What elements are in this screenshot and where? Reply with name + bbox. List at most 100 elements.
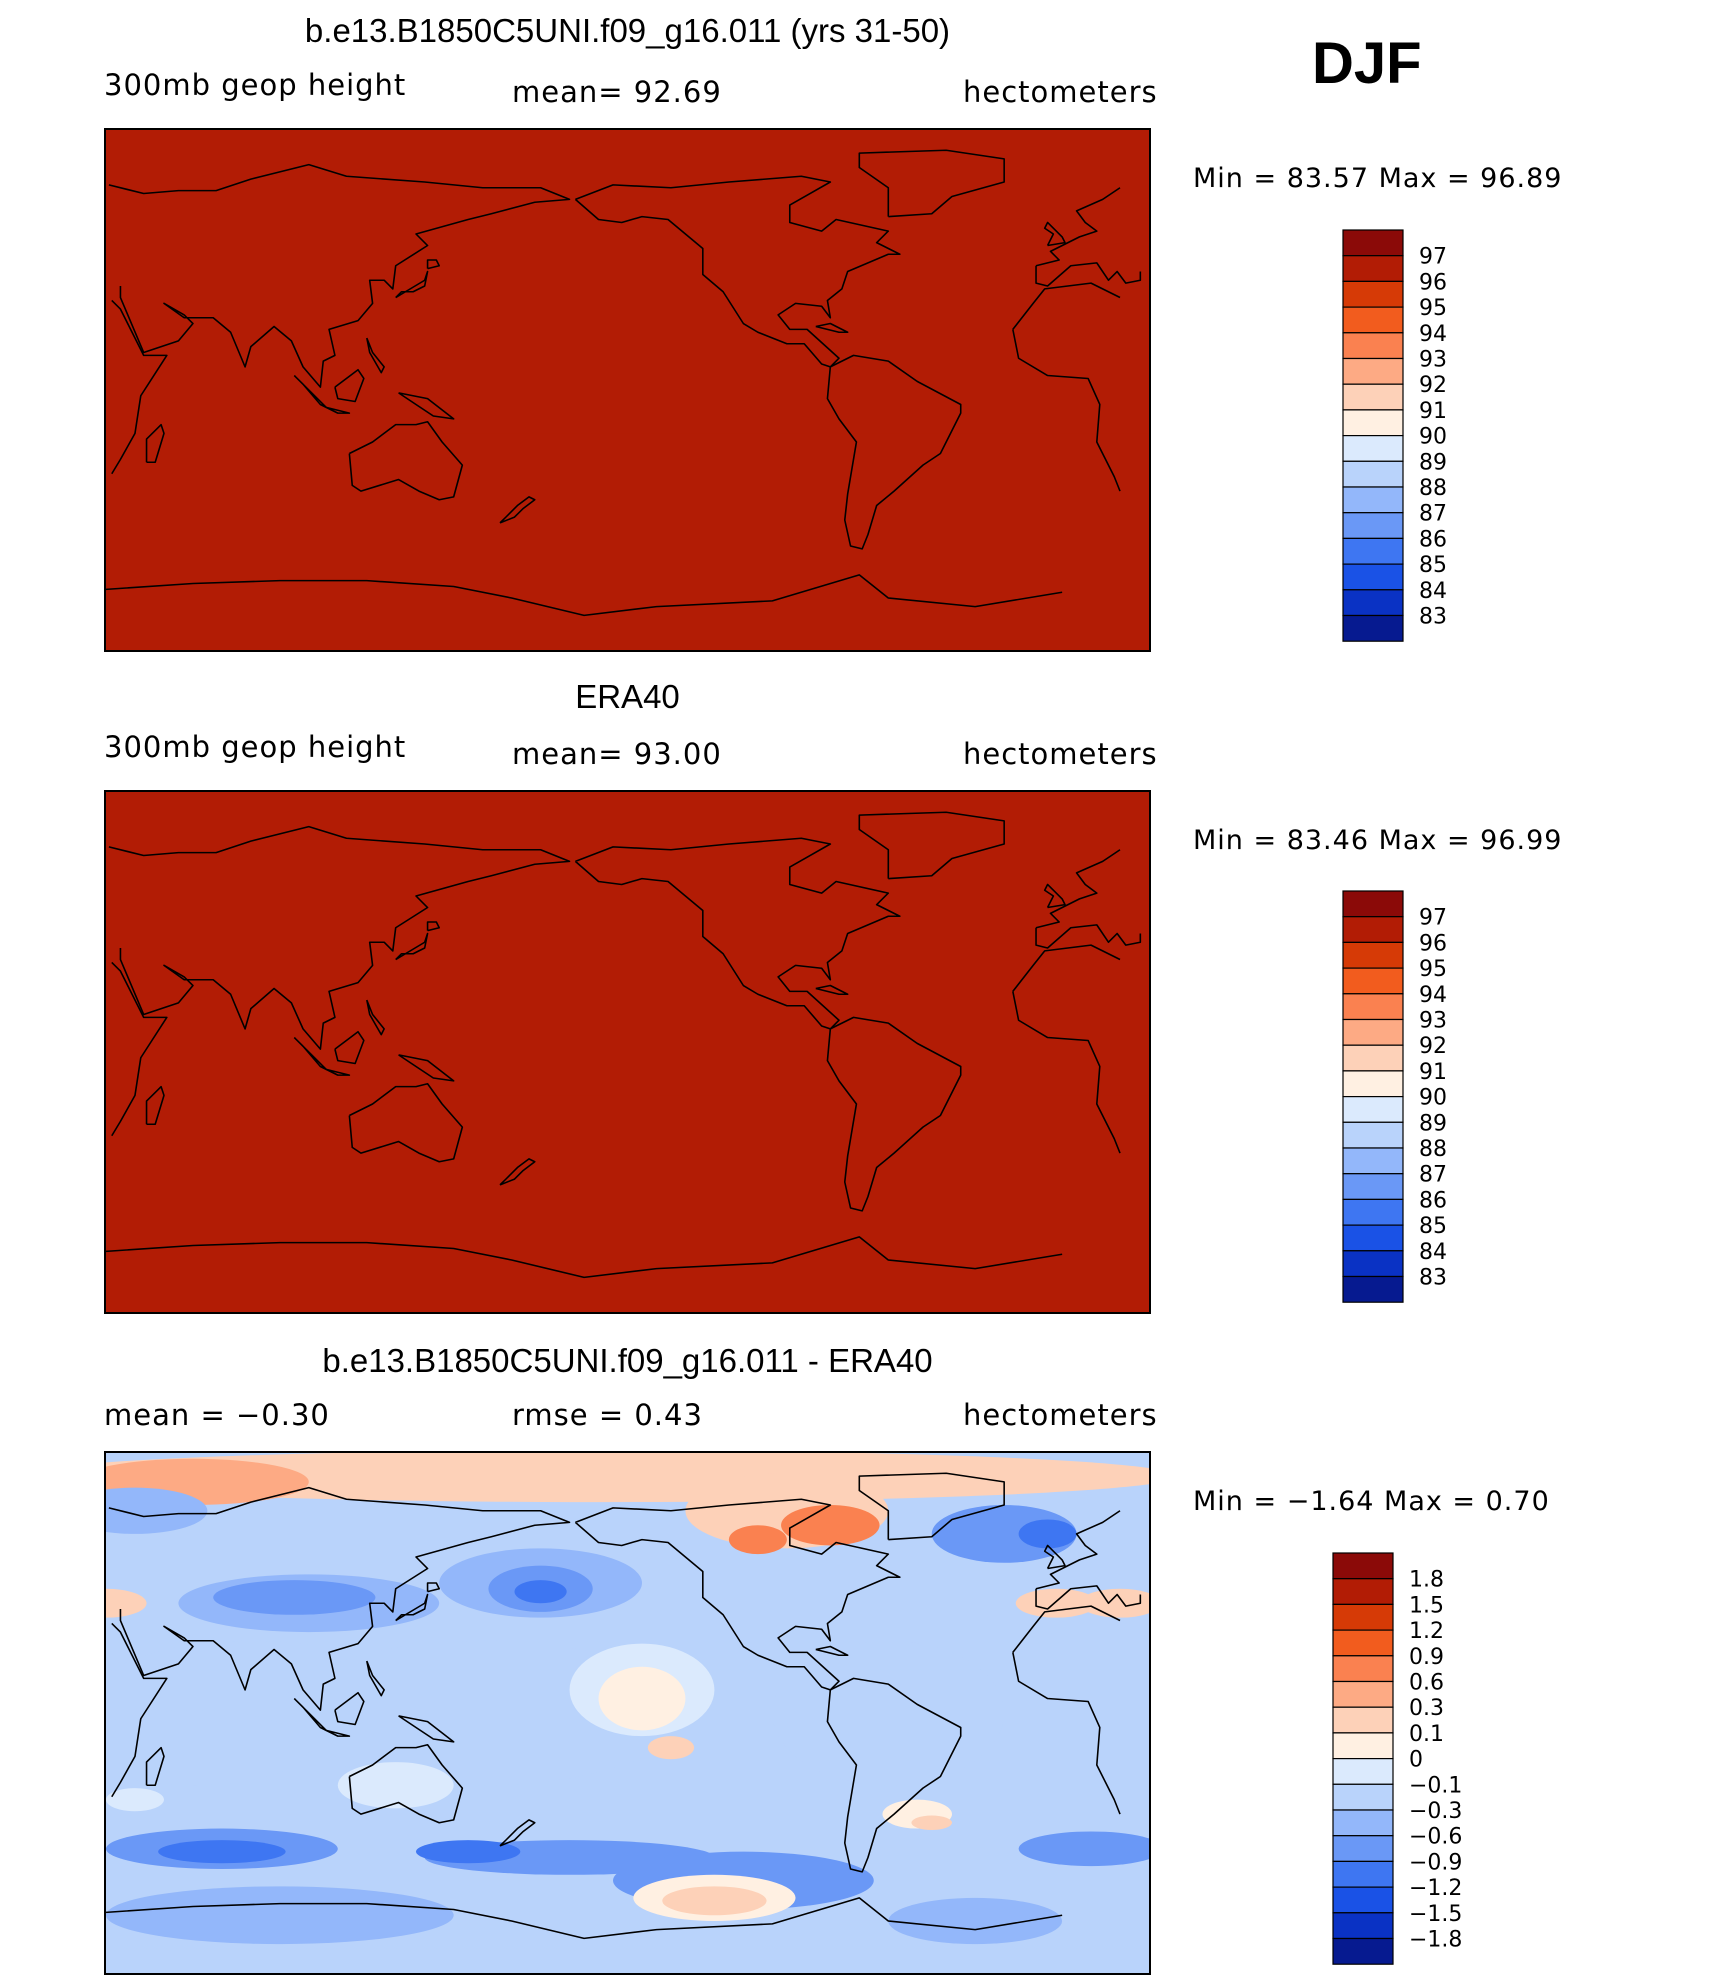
- colorbar-swatch: [1342, 435, 1404, 462]
- colorbar-tick-label: 83: [1419, 605, 1447, 630]
- panel-1-mean-label: mean= 92.69: [512, 75, 722, 109]
- colorbar-tick-label: −1.8: [1409, 1928, 1462, 1953]
- colorbar-swatch: [1332, 1809, 1394, 1837]
- coastline: [426, 259, 441, 270]
- colorbar-swatch: [1332, 1912, 1394, 1940]
- coastline: [106, 1897, 1063, 1940]
- colorbar-tick-label: 95: [1419, 957, 1447, 982]
- colorbar-tick-label: 84: [1419, 1240, 1447, 1265]
- colorbar-tick-label: 87: [1419, 1163, 1447, 1188]
- colorbar-swatch: [1342, 1096, 1404, 1123]
- panel-1-units-label: hectometers: [963, 75, 1158, 109]
- colorbar-tick-label: 90: [1419, 1086, 1447, 1111]
- diff-contour-region: [106, 1588, 147, 1618]
- diff-contour-region: [911, 1815, 952, 1830]
- diff-contour-region: [888, 1897, 1063, 1945]
- colorbar-swatch: [1332, 1603, 1394, 1631]
- colorbar-swatch: [1342, 614, 1404, 642]
- diff-contour-region: [1079, 1588, 1149, 1618]
- coastline: [826, 354, 962, 550]
- coastline: [398, 392, 455, 420]
- colorbar-tick-label: 90: [1419, 425, 1447, 450]
- colorbar-swatch: [1332, 1706, 1394, 1734]
- colorbar-swatch: [1342, 967, 1404, 995]
- coastline: [111, 1605, 1121, 1815]
- diff-contour-region: [1018, 1831, 1149, 1867]
- panel-1-map: [104, 128, 1151, 652]
- coastline: [334, 1030, 365, 1065]
- coastline: [398, 1715, 455, 1743]
- colorbar-tick-label: 89: [1419, 450, 1447, 475]
- coastline: [348, 420, 464, 501]
- colorbar-swatch: [1342, 486, 1404, 514]
- panel-2-title: ERA40: [575, 678, 680, 715]
- colorbar-tick-label: 94: [1419, 983, 1447, 1008]
- colorbar-swatch: [1342, 1070, 1404, 1098]
- colorbar-swatch: [1342, 409, 1404, 437]
- diff-contour-region: [416, 1840, 521, 1864]
- coastline: [108, 825, 1142, 1050]
- coastline: [858, 811, 1005, 880]
- panel-2-minmax: Min = 83.46 Max = 96.99: [1193, 825, 1563, 856]
- coastline: [815, 322, 849, 334]
- field-contour-band: [106, 1095, 1149, 1312]
- colorbar-tick-label: 89: [1419, 1111, 1447, 1136]
- coastline: [395, 1593, 429, 1622]
- colorbar-tick-label: 85: [1419, 553, 1447, 578]
- panel-3-minmax: Min = −1.64 Max = 0.70: [1193, 1486, 1550, 1517]
- colorbar-tick-label: 91: [1419, 399, 1447, 424]
- diff-contour-region: [1015, 1588, 1097, 1618]
- colorbar-swatch: [1342, 941, 1404, 969]
- colorbar-tick-label: 1.8: [1409, 1568, 1444, 1593]
- colorbar-swatch: [1332, 1629, 1394, 1657]
- panel-1-minmax: Min = 83.57 Max = 96.89: [1193, 163, 1563, 194]
- diff-contour-region: [106, 1487, 208, 1534]
- colorbar-tick-label: 87: [1419, 502, 1447, 527]
- colorbar-swatch: [1332, 1655, 1394, 1683]
- coastline: [815, 984, 849, 996]
- diff-contour-region: [1018, 1519, 1077, 1549]
- coastline: [293, 1036, 327, 1071]
- coastline: [826, 1016, 962, 1212]
- panel-1-title: b.e13.B1850C5UNI.f09_g16.011 (yrs 31-50): [304, 12, 951, 49]
- colorbar-tick-label: 85: [1419, 1214, 1447, 1239]
- coastline: [325, 1068, 351, 1076]
- season-label: DJF: [1312, 31, 1422, 96]
- colorbar-swatch: [1332, 1732, 1394, 1760]
- colorbar-swatch: [1342, 1173, 1404, 1201]
- colorbar-swatch: [1342, 589, 1404, 617]
- colorbar-swatch: [1342, 1224, 1404, 1252]
- colorbar-swatch: [1342, 537, 1404, 565]
- coastline: [145, 1746, 165, 1787]
- coastline: [426, 1582, 441, 1593]
- diff-contour-region: [337, 1762, 454, 1809]
- colorbar-swatch: [1342, 1275, 1404, 1303]
- coastline: [826, 1677, 962, 1873]
- coastline: [426, 921, 441, 932]
- colorbar-swatch: [1342, 916, 1404, 944]
- diff-contour-region: [106, 1788, 164, 1812]
- diff-contour-region: [781, 1505, 880, 1546]
- field-contour-band: [106, 130, 1149, 350]
- coastline: [334, 368, 365, 403]
- colorbar-swatch: [1342, 1044, 1404, 1072]
- colorbar-swatch: [1332, 1758, 1394, 1785]
- panel-2-map: [104, 790, 1151, 1314]
- coastline: [293, 1697, 327, 1732]
- diff-contour-region: [647, 1736, 695, 1760]
- diff-contour-region: [728, 1525, 787, 1555]
- colorbar-tick-label: −0.1: [1409, 1773, 1462, 1798]
- colorbar-tick-label: 1.5: [1409, 1593, 1444, 1618]
- panel-3-title: b.e13.B1850C5UNI.f09_g16.011 - ERA40: [322, 1342, 933, 1379]
- coastline: [1043, 221, 1066, 247]
- coastline: [574, 1498, 901, 1691]
- coastline: [145, 1085, 165, 1126]
- diff-contour-region: [106, 1453, 1149, 1503]
- coastline: [858, 149, 1005, 218]
- colorbar-swatch: [1342, 357, 1404, 385]
- panel-2-mean-label: mean= 93.00: [512, 737, 722, 771]
- colorbar-tick-label: 97: [1419, 245, 1447, 270]
- diff-contour-region: [772, 1640, 1005, 1786]
- coastline: [348, 1743, 464, 1824]
- colorbar-tick-label: 83: [1419, 1266, 1447, 1291]
